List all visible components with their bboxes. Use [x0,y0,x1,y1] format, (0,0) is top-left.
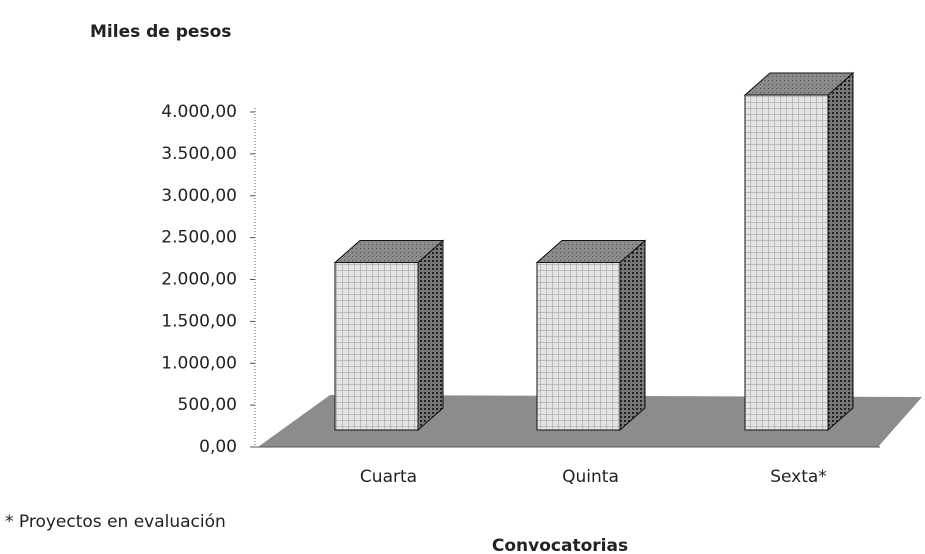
chart-title: Miles de pesos [90,22,231,42]
y-tick-label: 1.000,00 [161,353,237,373]
bar-side [619,239,646,432]
bar-front [536,262,621,431]
y-tick-label: 500,00 [178,395,237,415]
y-tick-label: 3.000,00 [161,186,237,206]
x-axis-label: Convocatorias [492,536,628,554]
y-tick-label: 2.500,00 [161,228,237,248]
y-tick-label: 3.500,00 [161,144,237,164]
bar-side [827,71,854,432]
y-tick-label: 0,00 [199,437,237,457]
bar [535,239,647,432]
bar [743,71,855,432]
x-tick-label: Sexta* [770,467,827,487]
bar-side [417,239,444,432]
bar [333,239,445,432]
y-tick-label: 4.000,00 [161,102,237,122]
bar-front [744,94,829,431]
footnote: * Proyectos en evaluación [5,512,226,532]
x-tick-label: Cuarta [360,467,417,487]
bar-front [334,262,419,431]
y-tick-label: 1.500,00 [161,311,237,331]
x-tick-label: Quinta [562,467,619,487]
y-tick-label: 2.000,00 [161,270,237,290]
